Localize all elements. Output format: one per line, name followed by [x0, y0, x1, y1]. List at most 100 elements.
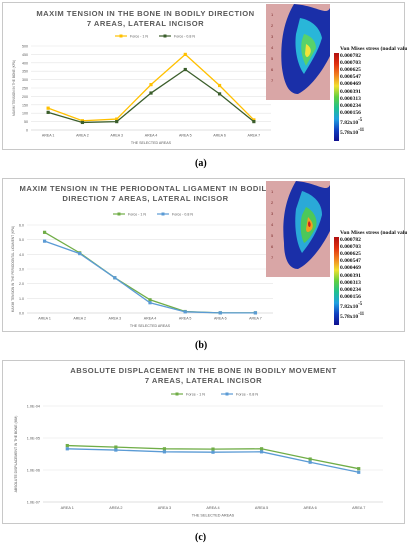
- legend-entry: Force - 0.8 N: [221, 392, 258, 397]
- x-axis-title: THE SELECTED AREAS: [192, 514, 235, 518]
- chart-title-line-2: DIRECTION 7 AREAS, LATERAL INCISOR: [62, 194, 229, 203]
- y-tick-label: 2.0: [19, 282, 24, 286]
- svg-text:7: 7: [271, 78, 274, 83]
- data-point: [65, 443, 69, 448]
- data-point: [183, 310, 187, 314]
- data-point: [217, 92, 222, 96]
- svg-text:2: 2: [271, 200, 274, 205]
- inset-area-labels: 1 2 3 4 5 6 7: [271, 189, 274, 260]
- data-point: [113, 276, 117, 280]
- y-tick-label: 1.0E-04: [27, 405, 40, 409]
- legend-marker: [161, 212, 165, 216]
- data-point: [148, 301, 152, 305]
- data-point: [80, 120, 85, 125]
- data-point: [252, 120, 256, 124]
- color-scale-legend: Von Mises stress (nodal values) MPa 0.00…: [340, 46, 407, 136]
- chart-title: MAXIM TENSION IN THE PERIODONTAL LIGAMEN…: [13, 184, 278, 204]
- x-tick-label: AREA 5: [179, 134, 192, 138]
- data-point: [162, 450, 167, 454]
- y-tick-label: 4.0: [19, 253, 24, 257]
- y-axis-title: MAXIM TENSION IN THE BONE (KPA): [12, 60, 16, 116]
- inset-area-labels: 1 2 3 4 5 6 7: [271, 12, 274, 83]
- data-point: [42, 239, 47, 243]
- data-point: [115, 117, 119, 121]
- y-tick-label: 500: [22, 45, 28, 49]
- data-point: [46, 106, 50, 110]
- data-point: [183, 52, 187, 56]
- chart-title: ABSOLUTE DISPLACEMENT IN THE BONE IN BOD…: [3, 366, 404, 386]
- series-line: [47, 68, 255, 124]
- x-tick-label: AREA 5: [179, 317, 192, 321]
- x-tick-label: AREA 6: [303, 506, 316, 510]
- data-point: [115, 120, 119, 124]
- x-tick-label: AREA 4: [206, 506, 219, 510]
- y-tick-label: 350: [22, 70, 28, 74]
- x-tick-label: AREA 6: [214, 317, 227, 321]
- chart-title-line-1: ABSOLUTE DISPLACEMENT IN THE BONE IN BOD…: [70, 366, 337, 375]
- data-point: [149, 83, 153, 87]
- y-tick-label: 1.0E-07: [27, 501, 40, 505]
- chart-panel-c: ABSOLUTE DISPLACEMENT IN THE BONE IN BOD…: [2, 360, 405, 524]
- x-tick-label: AREA 2: [76, 134, 89, 138]
- svg-text:5: 5: [271, 56, 274, 61]
- legend-label: Force - 1 N: [128, 213, 146, 217]
- color-scale-bar: [334, 53, 339, 141]
- chart-title-line-1: MAXIM TENSION IN THE PERIODONTAL LIGAMEN…: [19, 184, 272, 193]
- y-tick-label: 3.0: [19, 268, 24, 272]
- color-scale-bar: [334, 237, 339, 325]
- color-scale-legend: Von Mises stress (nodal values) MPa 0.00…: [340, 230, 407, 320]
- color-scale-title: Von Mises stress (nodal values) MPa: [340, 46, 407, 52]
- legend-entry: Force - 1 N: [115, 34, 148, 39]
- x-tick-label: AREA 2: [73, 317, 86, 321]
- data-point: [211, 447, 215, 451]
- legend-label: Force - 1 N: [186, 393, 205, 397]
- x-tick-label: AREA 3: [158, 506, 171, 510]
- legend-entry: Force - 0.8 N: [159, 34, 195, 39]
- x-axis-title: THE SELECTED AREAS: [130, 324, 171, 328]
- chart-title-line-1: MAXIM TENSION IN THE BONE IN BODILY DIRE…: [36, 9, 255, 18]
- y-tick-label: 5.0: [19, 238, 24, 242]
- x-tick-label: AREA 3: [110, 134, 123, 138]
- line-chart: 0.0 1.0 2.0 3.0 4.0 5.0 6.0 AREA 1 AREA 2 AREA 3 A…: [11, 212, 273, 328]
- data-point: [259, 450, 264, 454]
- legend-marker: [225, 392, 229, 396]
- chart-panel-b: MAXIM TENSION IN THE PERIODONTAL LIGAMEN…: [2, 178, 407, 332]
- x-axis-title: THE SELECTED AREAS: [131, 141, 172, 145]
- x-tick-label: AREA 7: [248, 134, 261, 138]
- caption-a: (a): [195, 158, 207, 169]
- svg-text:1: 1: [271, 189, 274, 194]
- chart-panel-a: MAXIM TENSION IN THE BONE IN BODILY DIRE…: [2, 2, 407, 150]
- legend-marker: [119, 34, 123, 38]
- svg-text:4: 4: [271, 222, 274, 227]
- legend-label: Force - 0.8 N: [174, 35, 195, 39]
- y-tick-label: 1.0E-05: [27, 437, 40, 441]
- y-tick-label: 0: [26, 129, 28, 133]
- caption-b: (b): [195, 340, 208, 351]
- data-point: [211, 450, 215, 454]
- data-point: [65, 447, 69, 451]
- y-tick-label: 150: [22, 103, 28, 107]
- data-point: [42, 230, 47, 234]
- y-tick-label: 0.0: [19, 312, 24, 316]
- x-tick-label: AREA 4: [144, 317, 157, 321]
- data-point: [357, 470, 361, 474]
- data-point: [149, 91, 153, 95]
- legend-marker: [117, 212, 121, 216]
- data-point: [114, 448, 118, 452]
- x-tick-label: AREA 3: [109, 317, 122, 321]
- x-tick-label: AREA 1: [42, 134, 55, 138]
- svg-text:3: 3: [271, 34, 274, 39]
- legend-label: Force - 0.8 N: [236, 393, 258, 397]
- data-point: [308, 457, 312, 461]
- color-scale-title: Von Mises stress (nodal values) MPa: [340, 230, 407, 236]
- svg-text:3: 3: [271, 211, 274, 216]
- y-tick-label: 450: [22, 53, 28, 57]
- chart-title: MAXIM TENSION IN THE BONE IN BODILY DIRE…: [13, 9, 278, 29]
- y-axis-title: MAXIM TENSION IN THE PERIODONTAL LIGAMEN…: [11, 226, 15, 312]
- svg-text:4: 4: [271, 45, 274, 50]
- x-tick-label: AREA 6: [213, 134, 226, 138]
- legend-entry: Force - 1 N: [113, 212, 146, 217]
- data-point: [357, 467, 361, 471]
- y-tick-label: 400: [22, 61, 28, 65]
- data-point: [259, 447, 264, 451]
